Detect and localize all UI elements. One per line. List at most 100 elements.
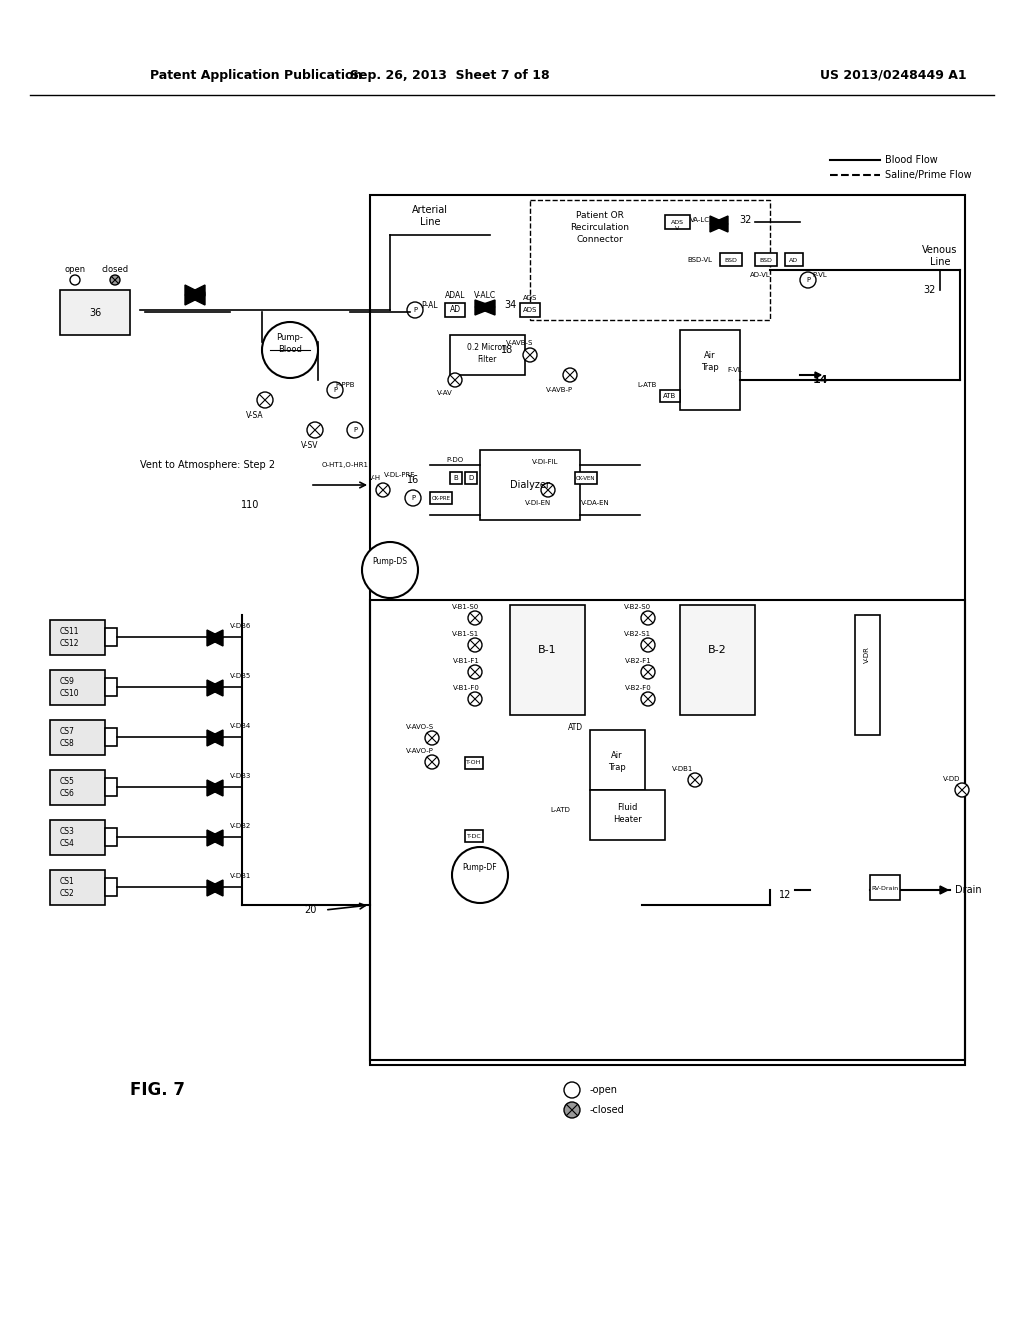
Text: V-B2-F0: V-B2-F0	[625, 685, 651, 690]
Text: V-AV: V-AV	[437, 389, 453, 396]
Circle shape	[376, 483, 390, 498]
Text: 110: 110	[241, 500, 259, 510]
Text: open: open	[65, 265, 86, 275]
Text: B-1: B-1	[538, 645, 556, 655]
Polygon shape	[207, 830, 223, 846]
Text: L-ATD: L-ATD	[550, 807, 570, 813]
Polygon shape	[185, 285, 205, 305]
Circle shape	[407, 302, 423, 318]
Text: BSD: BSD	[760, 257, 772, 263]
Text: P: P	[411, 495, 415, 502]
Text: ADS: ADS	[523, 308, 538, 313]
Circle shape	[468, 692, 482, 706]
Text: P: P	[413, 308, 417, 313]
Text: V-DB2: V-DB2	[230, 822, 251, 829]
Polygon shape	[815, 372, 821, 378]
Circle shape	[641, 611, 655, 624]
Text: VA-LC: VA-LC	[690, 216, 710, 223]
Text: V-AVO-S: V-AVO-S	[406, 723, 434, 730]
Text: CS5: CS5	[60, 777, 75, 787]
Polygon shape	[710, 216, 728, 232]
Text: 34: 34	[504, 300, 516, 310]
Circle shape	[563, 368, 577, 381]
Text: ATD: ATD	[567, 722, 583, 731]
Bar	[665, 215, 690, 228]
Text: -open: -open	[590, 1085, 618, 1096]
Text: B: B	[454, 475, 459, 480]
Text: CK-VEN: CK-VEN	[577, 475, 596, 480]
Bar	[465, 830, 483, 842]
Text: T-OH: T-OH	[466, 760, 481, 766]
Text: CK-PRE: CK-PRE	[431, 495, 451, 500]
Circle shape	[362, 543, 418, 598]
Text: V-DI-EN: V-DI-EN	[525, 500, 551, 506]
Text: V-DB3: V-DB3	[230, 774, 251, 779]
Text: CS4: CS4	[60, 840, 75, 849]
Text: BSD-VL: BSD-VL	[687, 257, 713, 263]
Text: O-HT1,O-HR1: O-HT1,O-HR1	[322, 462, 369, 469]
Text: V-B2-S0: V-B2-S0	[625, 605, 651, 610]
Text: AD-VL: AD-VL	[750, 272, 770, 279]
Text: V-B1-S1: V-B1-S1	[453, 631, 479, 638]
Circle shape	[425, 731, 439, 744]
Polygon shape	[475, 300, 495, 315]
Text: 16: 16	[407, 475, 419, 484]
Text: CS2: CS2	[60, 890, 75, 899]
Bar	[105, 628, 117, 645]
Bar	[105, 777, 117, 796]
Text: P-DO: P-DO	[446, 457, 464, 463]
Text: Venous: Venous	[923, 246, 957, 255]
Bar	[105, 878, 117, 896]
Text: 32: 32	[924, 285, 936, 294]
Text: CS10: CS10	[60, 689, 80, 698]
Circle shape	[541, 483, 555, 498]
Text: V-DB6: V-DB6	[230, 623, 251, 630]
Bar	[530, 201, 770, 319]
Text: Sep. 26, 2013  Sheet 7 of 18: Sep. 26, 2013 Sheet 7 of 18	[350, 69, 550, 82]
Bar	[450, 335, 525, 375]
Text: V-DA-EN: V-DA-EN	[581, 500, 609, 506]
Text: Heater: Heater	[612, 816, 641, 825]
Text: B-2: B-2	[708, 645, 726, 655]
Circle shape	[425, 755, 439, 770]
Bar	[105, 828, 117, 846]
Bar	[870, 875, 900, 900]
Text: CS3: CS3	[60, 828, 75, 837]
Text: F-VL: F-VL	[728, 367, 742, 374]
Text: V-AVB-S: V-AVB-S	[506, 341, 534, 346]
Circle shape	[110, 275, 120, 285]
Polygon shape	[207, 730, 223, 746]
Text: Patient OR: Patient OR	[577, 210, 624, 219]
Bar	[465, 473, 477, 484]
Text: L-ATB: L-ATB	[637, 381, 656, 388]
Polygon shape	[207, 630, 223, 645]
Text: V-DB4: V-DB4	[230, 723, 251, 729]
Bar	[60, 290, 130, 335]
Text: -closed: -closed	[590, 1105, 625, 1115]
Circle shape	[564, 1082, 580, 1098]
Text: V-ALC: V-ALC	[474, 290, 496, 300]
Text: ADAL: ADAL	[444, 290, 465, 300]
Text: Recirculation: Recirculation	[570, 223, 630, 231]
Bar	[785, 253, 803, 267]
Circle shape	[468, 611, 482, 624]
Text: closed: closed	[101, 265, 129, 275]
Polygon shape	[207, 880, 223, 896]
Text: V-B2-F1: V-B2-F1	[625, 657, 651, 664]
Text: Air: Air	[611, 751, 623, 759]
Circle shape	[452, 847, 508, 903]
Text: 0.2 Micron: 0.2 Micron	[467, 343, 507, 352]
Bar	[50, 820, 105, 855]
Text: Pump-DS: Pump-DS	[373, 557, 408, 566]
Circle shape	[641, 665, 655, 678]
Text: 18: 18	[501, 345, 513, 355]
Text: Connector: Connector	[577, 235, 624, 243]
Text: Arterial: Arterial	[412, 205, 449, 215]
Circle shape	[262, 322, 318, 378]
Text: P-PPB: P-PPB	[335, 381, 354, 388]
Text: CS8: CS8	[60, 739, 75, 748]
Circle shape	[468, 665, 482, 678]
Bar	[680, 330, 740, 411]
Text: V-DI-FIL: V-DI-FIL	[531, 459, 558, 465]
Polygon shape	[207, 830, 223, 846]
